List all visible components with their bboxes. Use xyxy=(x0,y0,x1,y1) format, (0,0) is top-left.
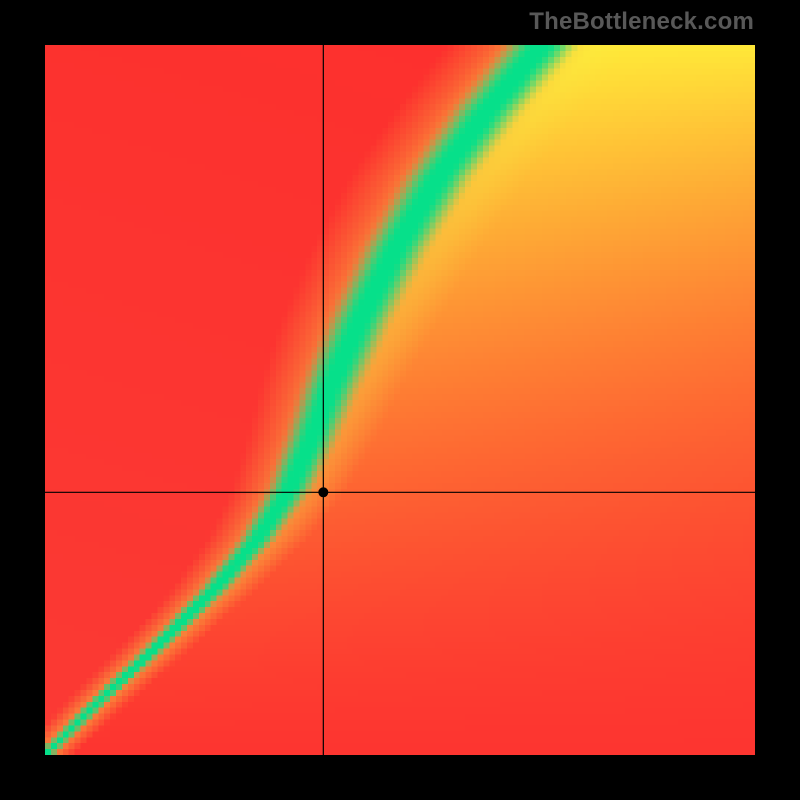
heatmap-canvas xyxy=(45,45,755,755)
watermark-text: TheBottleneck.com xyxy=(529,8,754,36)
chart-container: TheBottleneck.com xyxy=(0,0,800,800)
